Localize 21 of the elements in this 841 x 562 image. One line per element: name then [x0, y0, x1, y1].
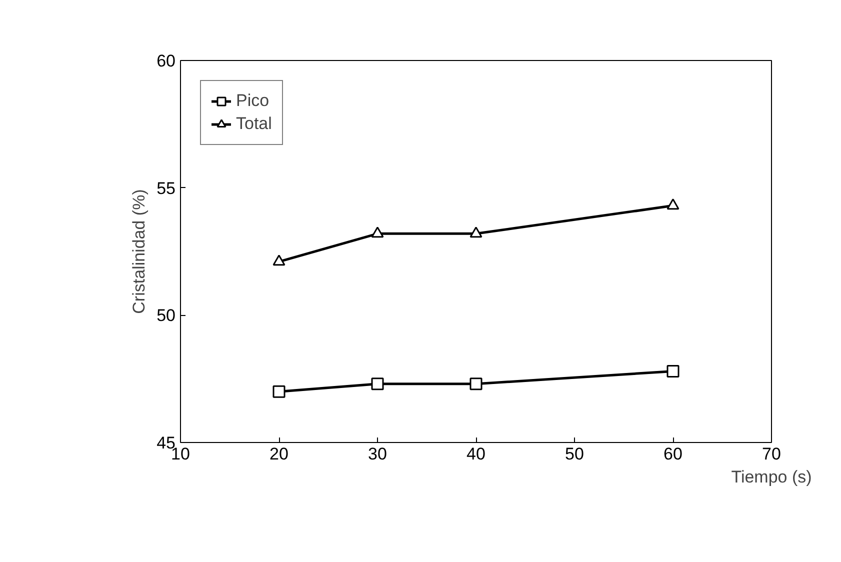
y-tick-label: 55: [156, 178, 176, 198]
point: [666, 198, 680, 210]
x-tick-label: 50: [565, 444, 584, 464]
x-tick-label: 30: [368, 444, 387, 464]
x-tick-label: 20: [270, 444, 288, 464]
y-tick-label: 60: [156, 52, 176, 70]
point: [371, 226, 384, 238]
legend-label: Pico: [236, 91, 270, 111]
y-tick-label: 50: [156, 306, 176, 326]
y-axis-title: Cristalinidad (%): [130, 189, 149, 314]
x-tick-label: 40: [466, 444, 486, 464]
point: [272, 385, 286, 398]
point: [470, 226, 482, 238]
x-axis-title: Tiempo (s): [731, 468, 812, 486]
point: [272, 254, 286, 266]
point: [666, 364, 680, 378]
x-tick-label: 70: [762, 444, 781, 464]
point: [470, 378, 482, 390]
legend-label: Total: [236, 114, 272, 134]
x-tick-label: 60: [664, 444, 682, 464]
point: [371, 378, 384, 390]
